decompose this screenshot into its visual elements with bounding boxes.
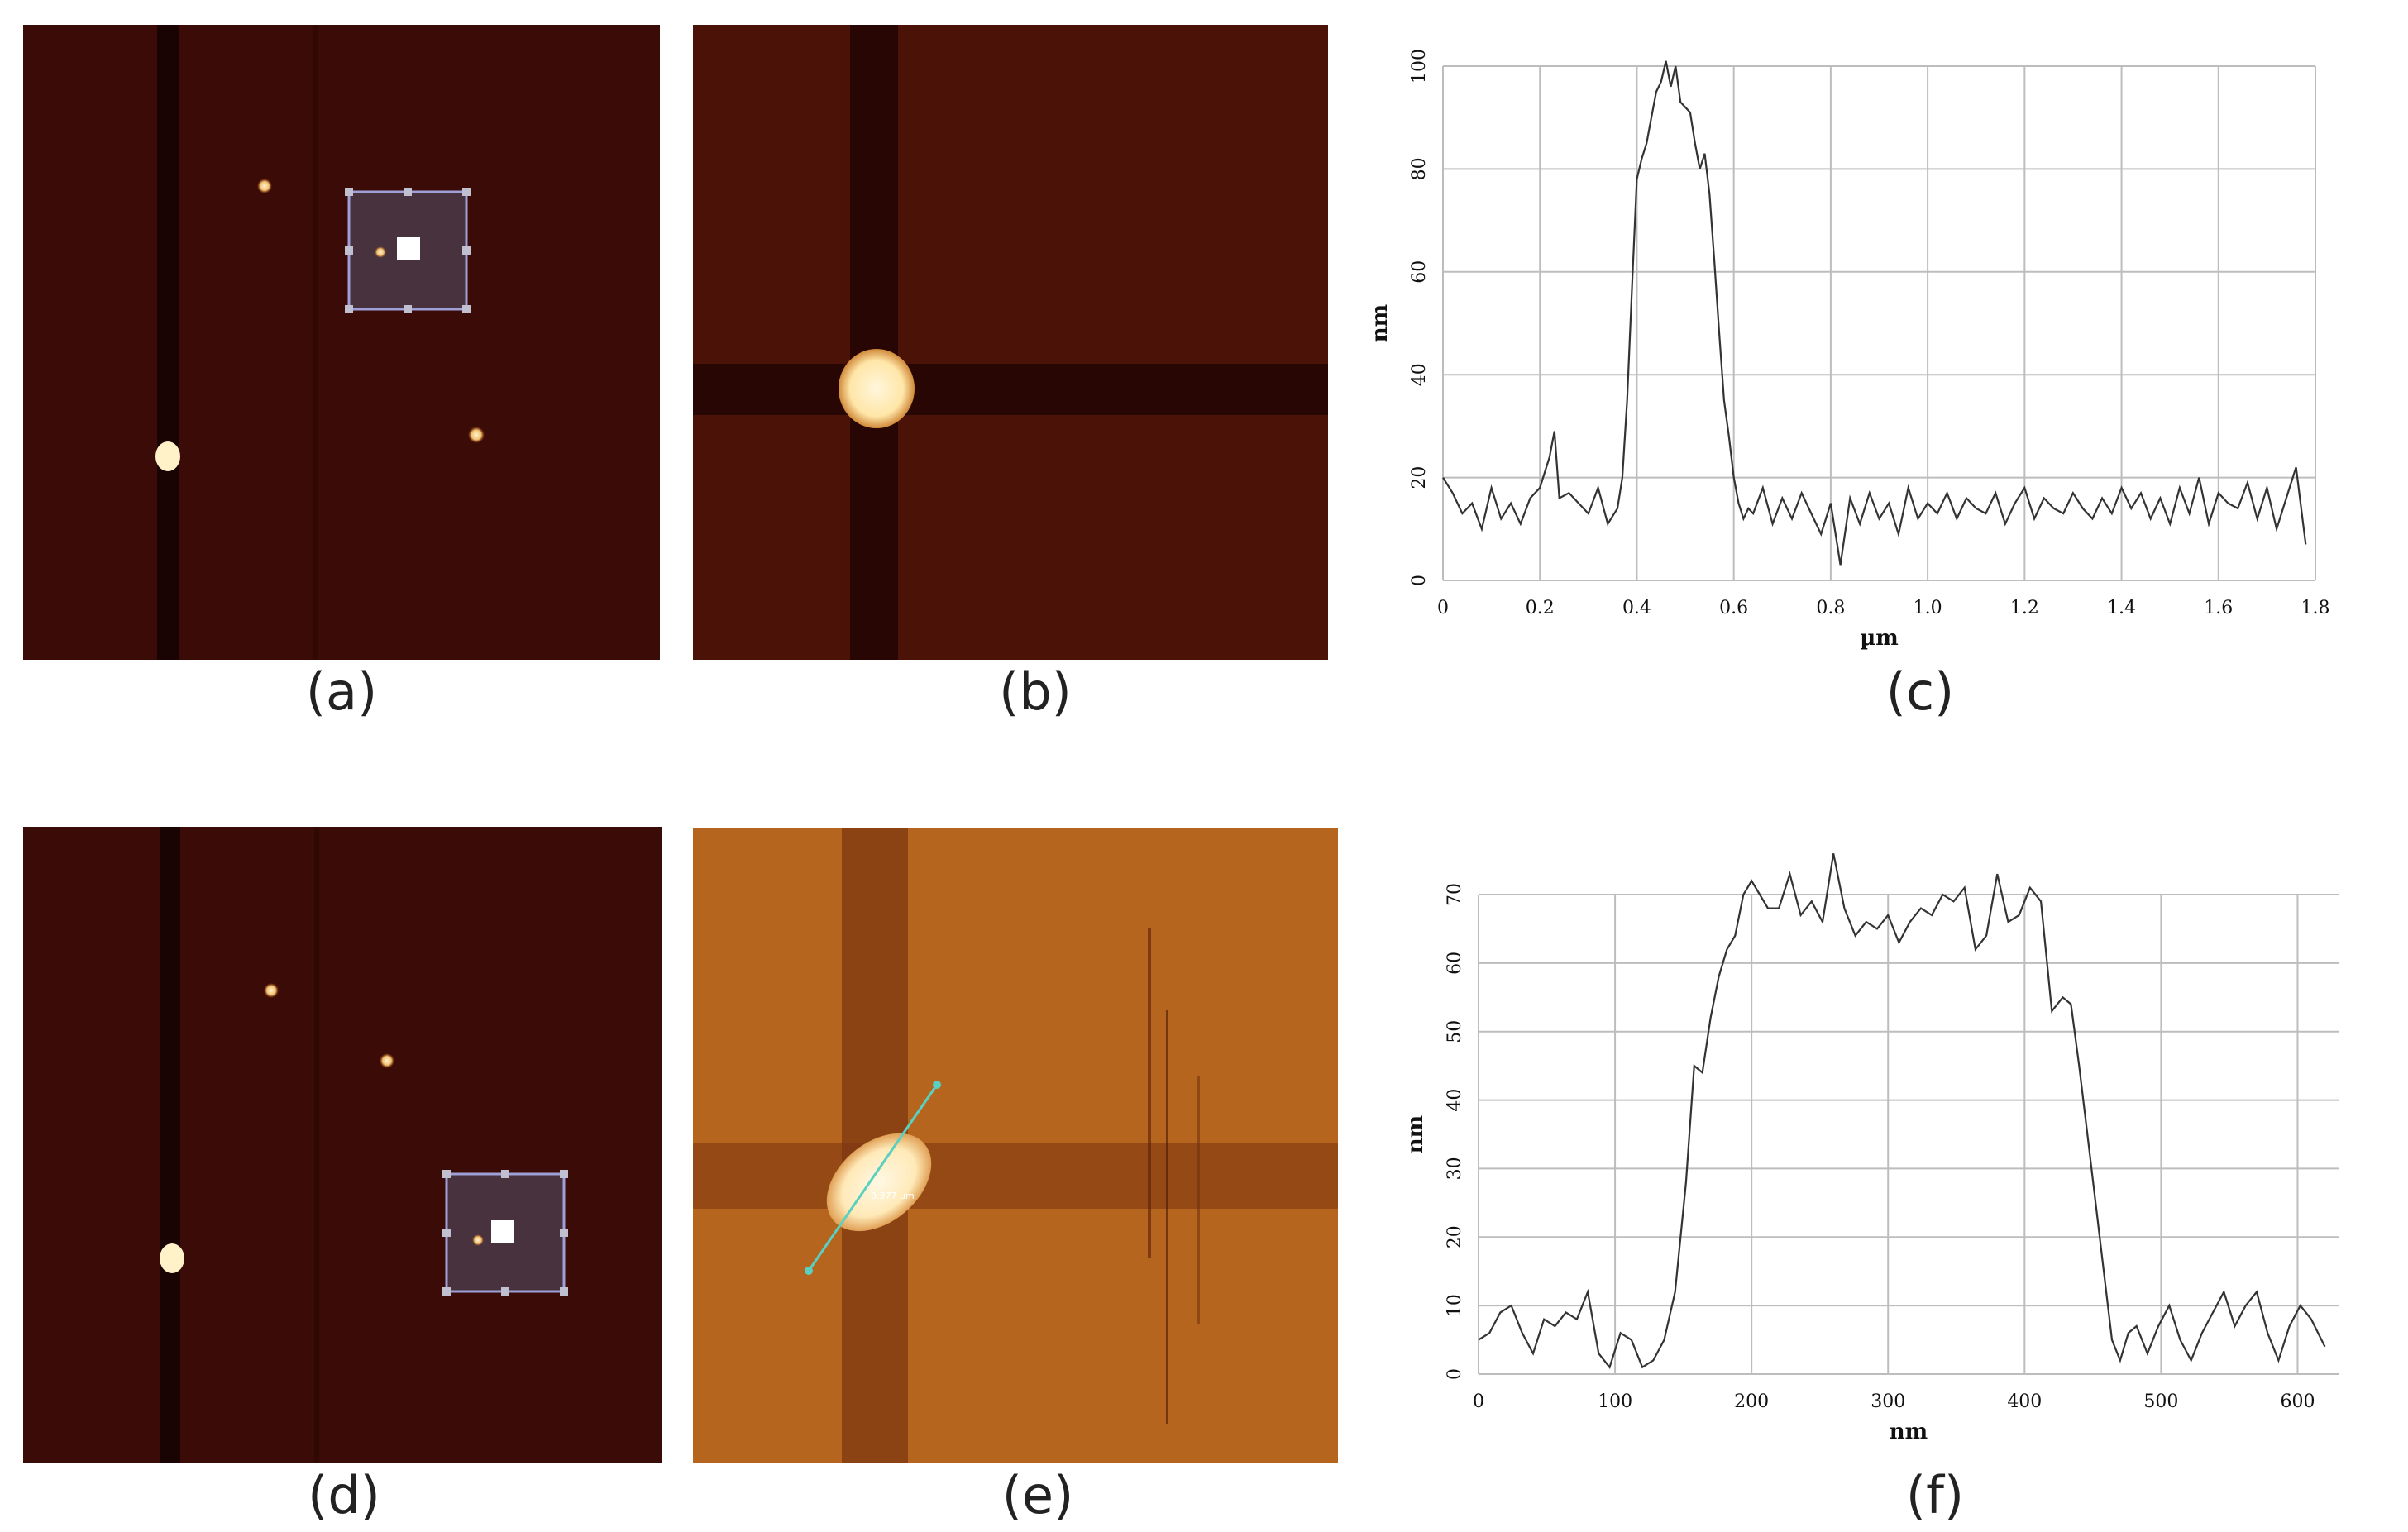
selection-box[interactable] [345,188,471,313]
y-tick-label: 20 [1409,466,1430,489]
selection-box[interactable] [442,1170,568,1296]
y-axis-label: nm [1368,304,1393,342]
particle [160,1243,184,1273]
caption-c: (c) [1885,661,1955,722]
afm-background [23,827,662,1463]
scan-line-horizontal [693,1143,1338,1209]
scan-line-dark [157,25,179,660]
particle [468,427,485,443]
afm-image-e: 0.377 µm [693,828,1338,1463]
x-tick-label: 1.4 [2107,598,2136,618]
y-tick-label: 50 [1445,1020,1465,1043]
x-tick-label: 0.2 [1526,598,1555,618]
x-tick-label: 0.8 [1816,598,1845,618]
x-tick-label: 500 [2143,1391,2178,1412]
caption-b: (b) [999,661,1072,722]
y-tick-label: 60 [1445,952,1465,975]
x-tick-label: 1.0 [1913,598,1942,618]
profile-line-label: 0.377 µm [871,1191,915,1201]
x-tick-label: 0.6 [1719,598,1748,618]
y-tick-label: 40 [1409,363,1430,386]
x-tick-label: 400 [2007,1391,2042,1412]
x-tick-label: 300 [1870,1391,1905,1412]
caption-d: (d) [308,1465,380,1525]
y-tick-label: 40 [1445,1089,1465,1112]
y-axis-label: nm [1403,1115,1428,1153]
y-tick-label: 70 [1445,883,1465,906]
x-axis-label: µm [1860,626,1899,651]
y-tick-label: 60 [1409,260,1430,284]
afm-image-d-svg [23,827,662,1463]
scan-line-vertical [850,25,898,660]
particle [264,983,279,998]
profile-chart-f: 0 100 200 300 400 500 600 0 10 20 30 40 50 60 70 nm nm [1373,842,2398,1453]
y-tick-label: 100 [1409,49,1430,84]
caption-e: (e) [1001,1465,1074,1525]
y-tick-label: 10 [1445,1294,1465,1317]
profile-chart-c: 0 0.2 0.4 0.6 0.8 1.0 1.2 1.4 1.6 1.8 0 20 40 60 80 100… [1356,33,2398,653]
afm-image-a [23,25,660,660]
scan-line-dark [160,827,180,1463]
scan-line-horizontal [693,364,1328,415]
x-tick-label: 1.2 [2010,598,2039,618]
height-profile-line [1442,60,2307,566]
profile-chart-c-svg: 0 0.2 0.4 0.6 0.8 1.0 1.2 1.4 1.6 1.8 0 20 40 60 80 100… [1368,49,2330,651]
x-tick-label: 200 [1734,1391,1769,1412]
particle [838,349,915,428]
x-tick-label: 0 [1473,1391,1484,1412]
x-axis-label: nm [1890,1420,1928,1444]
y-tick-label: 20 [1445,1225,1465,1248]
afm-image-d [23,827,662,1463]
afm-image-e-svg: 0.377 µm [693,828,1338,1463]
particle [257,179,272,193]
afm-image-b-svg [693,25,1328,660]
height-profile-line [1478,853,2326,1369]
profile-line[interactable] [805,1081,941,1275]
y-tick-label: 0 [1445,1368,1465,1380]
caption-f: (f) [1905,1465,1965,1525]
x-tick-label: 0.4 [1622,598,1651,618]
x-tick-label: 1.6 [2204,598,2233,618]
afm-background [693,25,1328,660]
y-tick-label: 0 [1409,575,1430,586]
particle [380,1053,394,1068]
particle [155,441,180,471]
afm-image-a-svg [23,25,660,660]
afm-background [23,25,660,660]
x-tick-label: 0 [1437,598,1449,618]
caption-a: (a) [305,661,378,722]
x-tick-label: 600 [2280,1391,2315,1412]
afm-image-b [693,25,1328,660]
y-tick-label: 30 [1445,1157,1465,1180]
y-tick-label: 80 [1409,157,1430,180]
x-tick-label: 1.8 [2301,598,2330,618]
x-tick-label: 100 [1598,1391,1632,1412]
profile-chart-f-svg: 0 100 200 300 400 500 600 0 10 20 30 40 50 60 70 nm nm [1403,853,2339,1444]
